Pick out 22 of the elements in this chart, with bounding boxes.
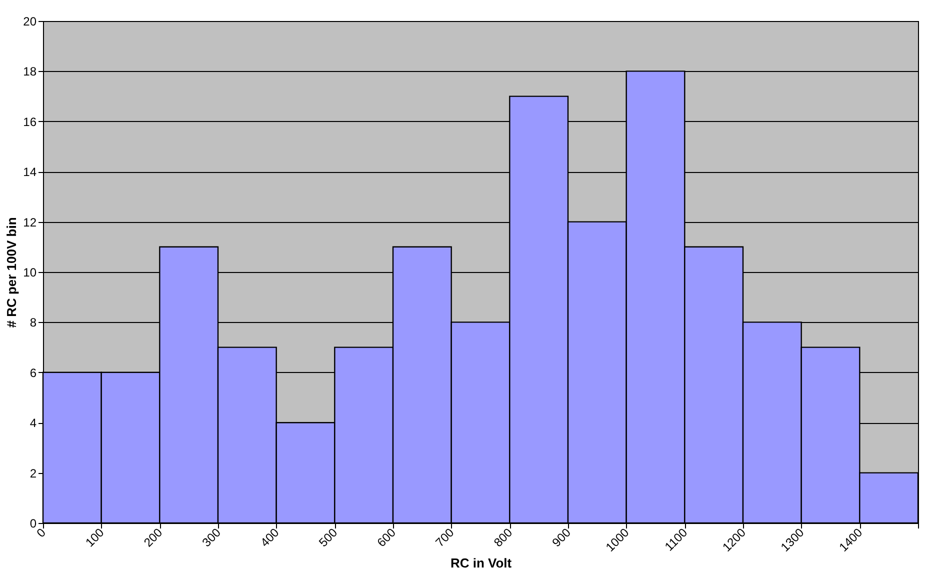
- y-tick-label: 18: [23, 64, 37, 79]
- x-tick-label: 100: [82, 525, 108, 550]
- y-tick-label: 0: [30, 516, 37, 530]
- y-axis-title: # RC per 100V bin: [4, 217, 20, 328]
- x-axis-title: RC in Volt: [450, 556, 512, 571]
- y-tick-label: 16: [23, 114, 37, 129]
- x-tick-label: 500: [316, 525, 340, 550]
- y-tick-label: 4: [30, 416, 37, 430]
- y-tick-label: 14: [23, 165, 37, 180]
- y-tick-label: 8: [30, 316, 37, 330]
- y-tick-label: 10: [23, 266, 37, 280]
- x-tick-label: 800: [491, 525, 516, 550]
- y-tick-label: 2: [30, 466, 37, 480]
- x-tick-label: 300: [199, 525, 224, 550]
- x-tick-label: 700: [432, 525, 458, 550]
- x-tick-label: 400: [258, 525, 282, 550]
- x-tick-label: 600: [374, 525, 399, 550]
- y-tick-label: 20: [23, 14, 37, 28]
- y-tick-label: 12: [23, 215, 37, 230]
- x-tick-label: 900: [549, 525, 574, 550]
- y-tick-label: 6: [30, 366, 37, 380]
- x-tick-label: 200: [141, 525, 166, 550]
